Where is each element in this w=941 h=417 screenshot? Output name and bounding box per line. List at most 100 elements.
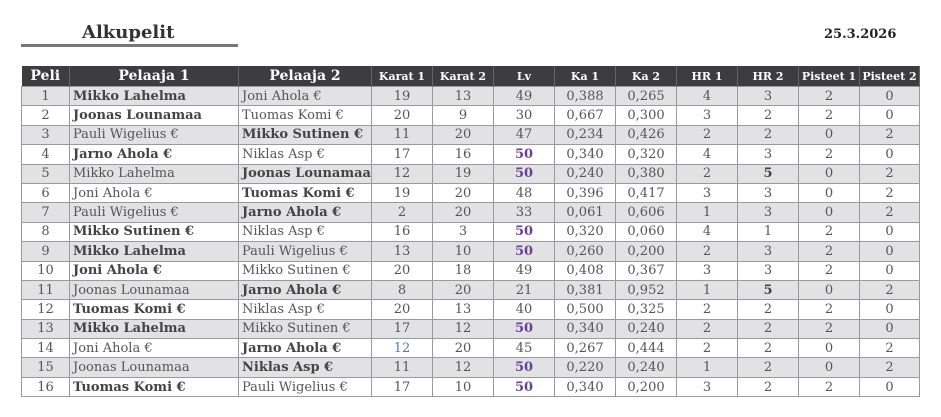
cell-hr-2[interactable]: 3: [737, 241, 799, 262]
cell-pisteet-2[interactable]: 2: [859, 182, 920, 204]
cell-hr-2[interactable]: 3: [737, 202, 799, 223]
cell-pisteet-2[interactable]: 2: [859, 338, 920, 359]
cell-karat-2[interactable]: 10: [432, 241, 494, 262]
cell-pisteet-1[interactable]: 0: [798, 163, 860, 184]
cell-ka-1[interactable]: 0,388: [554, 85, 616, 107]
cell-hr-2[interactable]: 3: [737, 85, 799, 107]
cell-pelaaja-2[interactable]: Joni Ahola €: [238, 85, 372, 107]
cell-karat-1[interactable]: 20: [371, 105, 433, 126]
cell-ka-2[interactable]: 0,060: [615, 221, 677, 243]
cell-peli[interactable]: 1: [21, 85, 70, 107]
cell-pelaaja-2[interactable]: Niklas Asp €: [238, 357, 372, 378]
cell-karat-1[interactable]: 12: [371, 338, 433, 359]
cell-karat-2[interactable]: 20: [432, 279, 494, 301]
cell-pisteet-2[interactable]: 2: [859, 163, 920, 184]
cell-pisteet-1[interactable]: 0: [798, 279, 860, 301]
cell-lv[interactable]: 50: [493, 357, 555, 378]
cell-ka-1[interactable]: 0,220: [554, 357, 616, 378]
cell-ka-2[interactable]: 0,200: [615, 376, 677, 398]
cell-pelaaja-2[interactable]: Jarno Ahola €: [238, 338, 372, 359]
cell-ka-1[interactable]: 0,340: [554, 376, 616, 398]
cell-hr-1[interactable]: 2: [676, 318, 738, 340]
cell-pelaaja-2[interactable]: Niklas Asp €: [238, 299, 372, 320]
cell-pisteet-2[interactable]: 0: [859, 221, 920, 243]
cell-karat-2[interactable]: 20: [432, 202, 494, 223]
cell-karat-1[interactable]: 20: [371, 299, 433, 320]
cell-pelaaja-1[interactable]: Mikko Lahelma: [69, 85, 239, 107]
cell-pisteet-1[interactable]: 2: [798, 221, 860, 243]
cell-hr-2[interactable]: 2: [737, 124, 799, 146]
cell-pisteet-1[interactable]: 0: [798, 202, 860, 223]
cell-pisteet-1[interactable]: 2: [798, 260, 860, 281]
cell-ka-1[interactable]: 0,408: [554, 260, 616, 281]
cell-karat-1[interactable]: 20: [371, 260, 433, 281]
cell-lv[interactable]: 33: [493, 202, 555, 223]
cell-pelaaja-1[interactable]: Joni Ahola €: [69, 338, 239, 359]
cell-pisteet-2[interactable]: 2: [859, 357, 920, 378]
cell-karat-2[interactable]: 13: [432, 85, 494, 107]
cell-lv[interactable]: 21: [493, 279, 555, 301]
cell-pelaaja-1[interactable]: Pauli Wigelius €: [69, 124, 239, 146]
cell-pisteet-1[interactable]: 0: [798, 182, 860, 204]
cell-hr-1[interactable]: 4: [676, 144, 738, 165]
cell-karat-1[interactable]: 12: [371, 163, 433, 184]
cell-pisteet-1[interactable]: 2: [798, 299, 860, 320]
cell-ka-2[interactable]: 0,426: [615, 124, 677, 146]
cell-pisteet-1[interactable]: 2: [798, 318, 860, 340]
cell-pisteet-1[interactable]: 0: [798, 357, 860, 378]
cell-pelaaja-1[interactable]: Joni Ahola €: [69, 260, 239, 281]
cell-pisteet-1[interactable]: 2: [798, 144, 860, 165]
cell-hr-1[interactable]: 4: [676, 85, 738, 107]
cell-peli[interactable]: 7: [21, 202, 70, 223]
cell-pisteet-2[interactable]: 0: [859, 376, 920, 398]
cell-karat-2[interactable]: 10: [432, 376, 494, 398]
cell-peli[interactable]: 2: [21, 105, 70, 126]
cell-karat-1[interactable]: 13: [371, 241, 433, 262]
cell-pelaaja-2[interactable]: Mikko Sutinen €: [238, 124, 372, 146]
cell-ka-1[interactable]: 0,267: [554, 338, 616, 359]
cell-peli[interactable]: 13: [21, 318, 70, 340]
cell-hr-2[interactable]: 2: [737, 318, 799, 340]
cell-lv[interactable]: 40: [493, 299, 555, 320]
cell-pelaaja-1[interactable]: Tuomas Komi €: [69, 376, 239, 398]
cell-lv[interactable]: 50: [493, 163, 555, 184]
cell-peli[interactable]: 3: [21, 124, 70, 146]
cell-pelaaja-2[interactable]: Mikko Sutinen €: [238, 260, 372, 281]
cell-pelaaja-2[interactable]: Pauli Wigelius €: [238, 376, 372, 398]
cell-lv[interactable]: 50: [493, 376, 555, 398]
cell-pisteet-1[interactable]: 2: [798, 376, 860, 398]
cell-lv[interactable]: 47: [493, 124, 555, 146]
cell-pelaaja-1[interactable]: Joonas Lounamaa: [69, 357, 239, 378]
cell-hr-2[interactable]: 2: [737, 338, 799, 359]
cell-pelaaja-2[interactable]: Mikko Sutinen €: [238, 318, 372, 340]
cell-ka-1[interactable]: 0,320: [554, 221, 616, 243]
cell-pelaaja-2[interactable]: Niklas Asp €: [238, 221, 372, 243]
cell-peli[interactable]: 9: [21, 241, 70, 262]
cell-ka-2[interactable]: 0,320: [615, 144, 677, 165]
cell-hr-1[interactable]: 2: [676, 124, 738, 146]
cell-karat-1[interactable]: 17: [371, 376, 433, 398]
cell-hr-2[interactable]: 2: [737, 357, 799, 378]
cell-pelaaja-1[interactable]: Mikko Lahelma: [69, 241, 239, 262]
cell-ka-2[interactable]: 0,325: [615, 299, 677, 320]
cell-ka-2[interactable]: 0,417: [615, 182, 677, 204]
cell-karat-2[interactable]: 3: [432, 221, 494, 243]
cell-karat-1[interactable]: 8: [371, 279, 433, 301]
cell-ka-1[interactable]: 0,396: [554, 182, 616, 204]
cell-pelaaja-2[interactable]: Niklas Asp €: [238, 144, 372, 165]
cell-ka-2[interactable]: 0,300: [615, 105, 677, 126]
cell-karat-1[interactable]: 11: [371, 124, 433, 146]
cell-pisteet-2[interactable]: 2: [859, 124, 920, 146]
cell-hr-1[interactable]: 3: [676, 376, 738, 398]
cell-ka-1[interactable]: 0,667: [554, 105, 616, 126]
cell-hr-2[interactable]: 3: [737, 144, 799, 165]
cell-ka-1[interactable]: 0,500: [554, 299, 616, 320]
cell-karat-2[interactable]: 12: [432, 357, 494, 378]
cell-pelaaja-1[interactable]: Joonas Lounamaa: [69, 105, 239, 126]
cell-hr-2[interactable]: 2: [737, 299, 799, 320]
cell-karat-2[interactable]: 12: [432, 318, 494, 340]
cell-pelaaja-1[interactable]: Joni Ahola €: [69, 182, 239, 204]
cell-hr-1[interactable]: 2: [676, 299, 738, 320]
cell-lv[interactable]: 50: [493, 144, 555, 165]
cell-pelaaja-1[interactable]: Tuomas Komi €: [69, 299, 239, 320]
